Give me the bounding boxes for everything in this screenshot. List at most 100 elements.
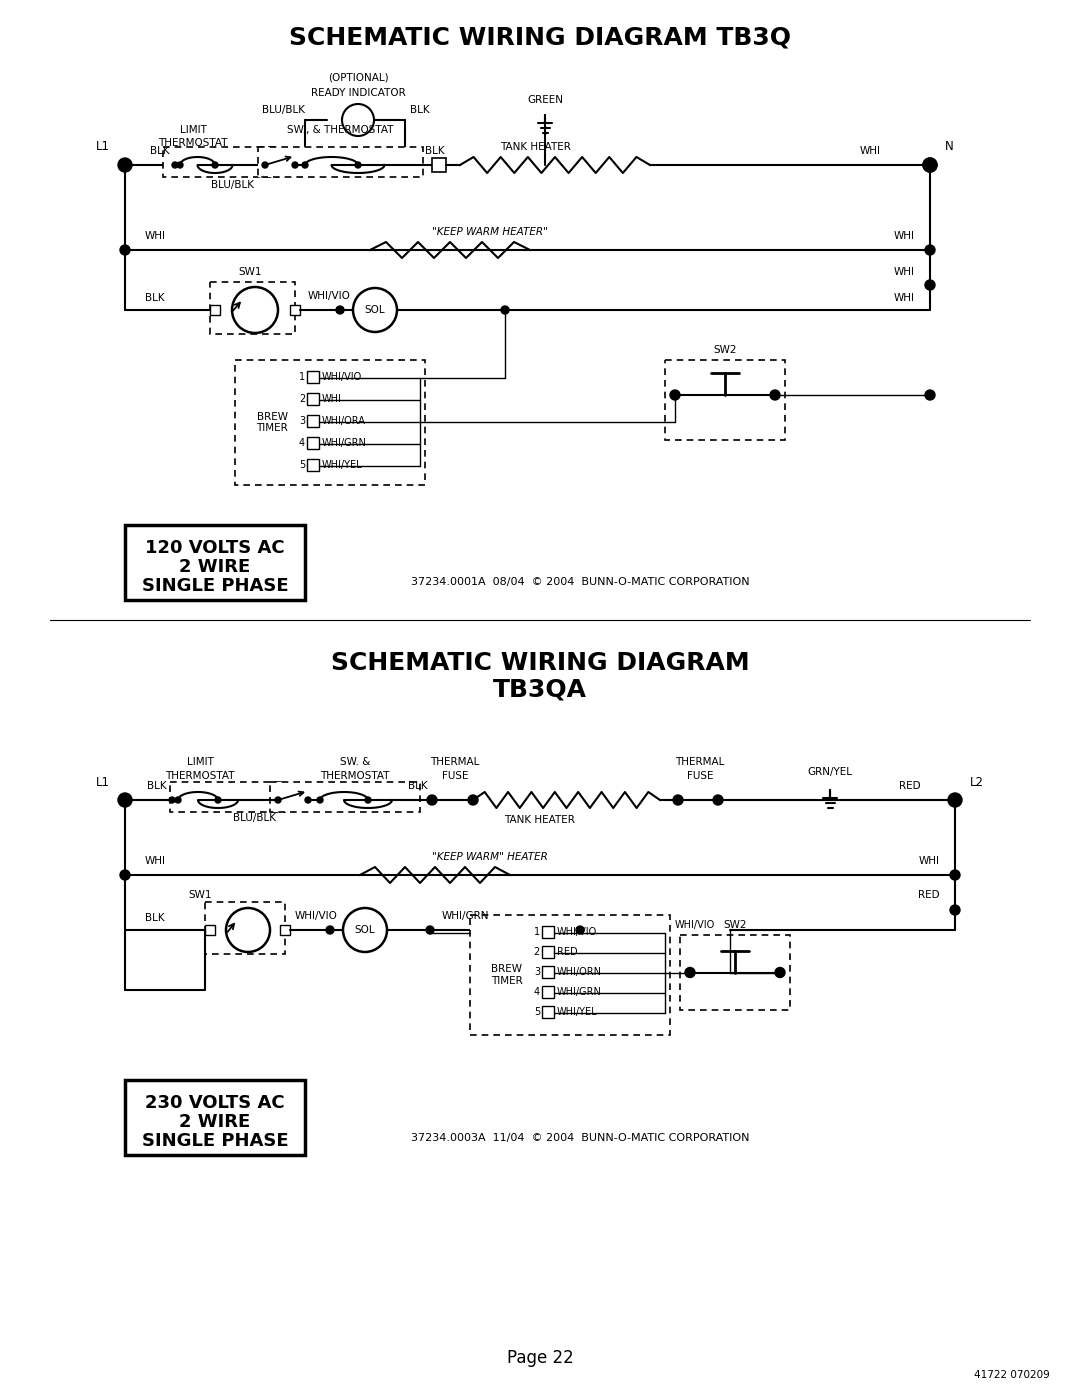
Text: WHI/VIO: WHI/VIO <box>308 291 351 300</box>
Text: TANK HEATER: TANK HEATER <box>504 814 576 826</box>
Circle shape <box>212 162 218 168</box>
Text: BLK: BLK <box>145 914 164 923</box>
Text: 3: 3 <box>534 967 540 977</box>
Circle shape <box>120 870 130 880</box>
Text: BLK: BLK <box>150 147 170 156</box>
Circle shape <box>232 286 278 332</box>
Bar <box>205 925 215 935</box>
Circle shape <box>673 795 683 805</box>
Bar <box>542 965 554 978</box>
Bar <box>542 1006 554 1018</box>
Text: THERMOSTAT: THERMOSTAT <box>165 771 234 781</box>
Bar <box>665 360 785 440</box>
Text: 4: 4 <box>534 988 540 997</box>
Text: LIMIT: LIMIT <box>187 757 214 767</box>
Text: TANK HEATER: TANK HEATER <box>500 142 571 152</box>
Text: 2 WIRE: 2 WIRE <box>179 1113 251 1132</box>
Circle shape <box>118 158 132 172</box>
Text: BLK: BLK <box>410 105 430 115</box>
Text: SOL: SOL <box>354 925 376 935</box>
Bar <box>307 415 319 427</box>
Circle shape <box>168 798 175 803</box>
Text: THERMAL: THERMAL <box>430 757 480 767</box>
Bar <box>205 902 285 954</box>
Bar <box>307 372 319 383</box>
Text: 5: 5 <box>299 460 305 469</box>
Text: L1: L1 <box>96 775 110 788</box>
Bar <box>542 986 554 997</box>
Circle shape <box>948 793 962 807</box>
Text: BLK: BLK <box>147 781 166 791</box>
Bar <box>125 1080 305 1155</box>
Circle shape <box>576 926 584 935</box>
Circle shape <box>175 798 181 803</box>
Bar <box>235 360 426 485</box>
Text: SCHEMATIC WIRING DIAGRAM TB3Q: SCHEMATIC WIRING DIAGRAM TB3Q <box>289 27 791 50</box>
Text: BREW
TIMER: BREW TIMER <box>491 964 523 986</box>
Text: 3: 3 <box>299 416 305 426</box>
Text: WHI/VIO: WHI/VIO <box>675 921 715 930</box>
Circle shape <box>468 795 478 805</box>
Circle shape <box>275 798 281 803</box>
Text: SW. &: SW. & <box>340 757 370 767</box>
Circle shape <box>501 306 509 314</box>
Text: 2: 2 <box>299 394 305 404</box>
Text: 1: 1 <box>534 928 540 937</box>
Circle shape <box>923 158 937 172</box>
Text: SOL: SOL <box>365 305 386 314</box>
Bar <box>280 925 291 935</box>
Text: SW2: SW2 <box>713 345 737 355</box>
Text: THERMAL: THERMAL <box>675 757 725 767</box>
Circle shape <box>226 908 270 951</box>
Text: L1: L1 <box>96 141 110 154</box>
Text: GREEN: GREEN <box>527 95 563 105</box>
Text: WHI/ORN: WHI/ORN <box>557 967 602 977</box>
Bar <box>210 282 295 334</box>
Text: WHI/VIO: WHI/VIO <box>557 928 597 937</box>
Bar <box>258 147 423 177</box>
Bar <box>307 437 319 448</box>
Circle shape <box>770 390 780 400</box>
Bar <box>307 393 319 405</box>
Text: 37234.0001A  08/04  © 2004  BUNN-O-MATIC CORPORATION: 37234.0001A 08/04 © 2004 BUNN-O-MATIC CO… <box>410 577 750 587</box>
Circle shape <box>120 244 130 256</box>
Text: 5: 5 <box>534 1007 540 1017</box>
Circle shape <box>353 288 397 332</box>
Text: SW., & THERMOSTAT: SW., & THERMOSTAT <box>287 124 393 136</box>
Bar <box>307 460 319 471</box>
Text: SCHEMATIC WIRING DIAGRAM: SCHEMATIC WIRING DIAGRAM <box>330 651 750 675</box>
Circle shape <box>302 162 308 168</box>
Bar <box>125 525 305 599</box>
Circle shape <box>172 162 178 168</box>
Bar <box>542 926 554 937</box>
Text: 4: 4 <box>299 439 305 448</box>
Text: SW1: SW1 <box>239 267 261 277</box>
Text: TB3QA: TB3QA <box>492 678 588 703</box>
Text: BLU/BLK: BLU/BLK <box>233 813 276 823</box>
Text: WHI: WHI <box>894 267 915 277</box>
Text: WHI: WHI <box>894 293 915 303</box>
Text: FUSE: FUSE <box>687 771 713 781</box>
Circle shape <box>262 162 268 168</box>
Text: READY INDICATOR: READY INDICATOR <box>311 88 405 98</box>
Text: 37234.0003A  11/04  © 2004  BUNN-O-MATIC CORPORATION: 37234.0003A 11/04 © 2004 BUNN-O-MATIC CO… <box>410 1133 750 1143</box>
Circle shape <box>924 244 935 256</box>
Bar <box>680 935 789 1010</box>
Text: 2 WIRE: 2 WIRE <box>179 557 251 576</box>
Text: SW1: SW1 <box>188 890 212 900</box>
Text: RED: RED <box>557 947 578 957</box>
Circle shape <box>326 926 334 935</box>
Text: FUSE: FUSE <box>442 771 469 781</box>
Text: 41722 070209: 41722 070209 <box>974 1370 1050 1380</box>
Text: GRN/YEL: GRN/YEL <box>808 767 852 777</box>
Text: WHI/YEL: WHI/YEL <box>557 1007 597 1017</box>
Text: L2: L2 <box>970 775 984 788</box>
Text: (OPTIONAL): (OPTIONAL) <box>327 73 389 82</box>
Text: WHI/VIO: WHI/VIO <box>322 372 362 381</box>
Bar <box>470 915 670 1035</box>
Text: Page 22: Page 22 <box>507 1350 573 1368</box>
Circle shape <box>355 162 361 168</box>
Circle shape <box>923 158 937 172</box>
Text: 1: 1 <box>299 372 305 381</box>
Text: WHI: WHI <box>860 147 880 156</box>
